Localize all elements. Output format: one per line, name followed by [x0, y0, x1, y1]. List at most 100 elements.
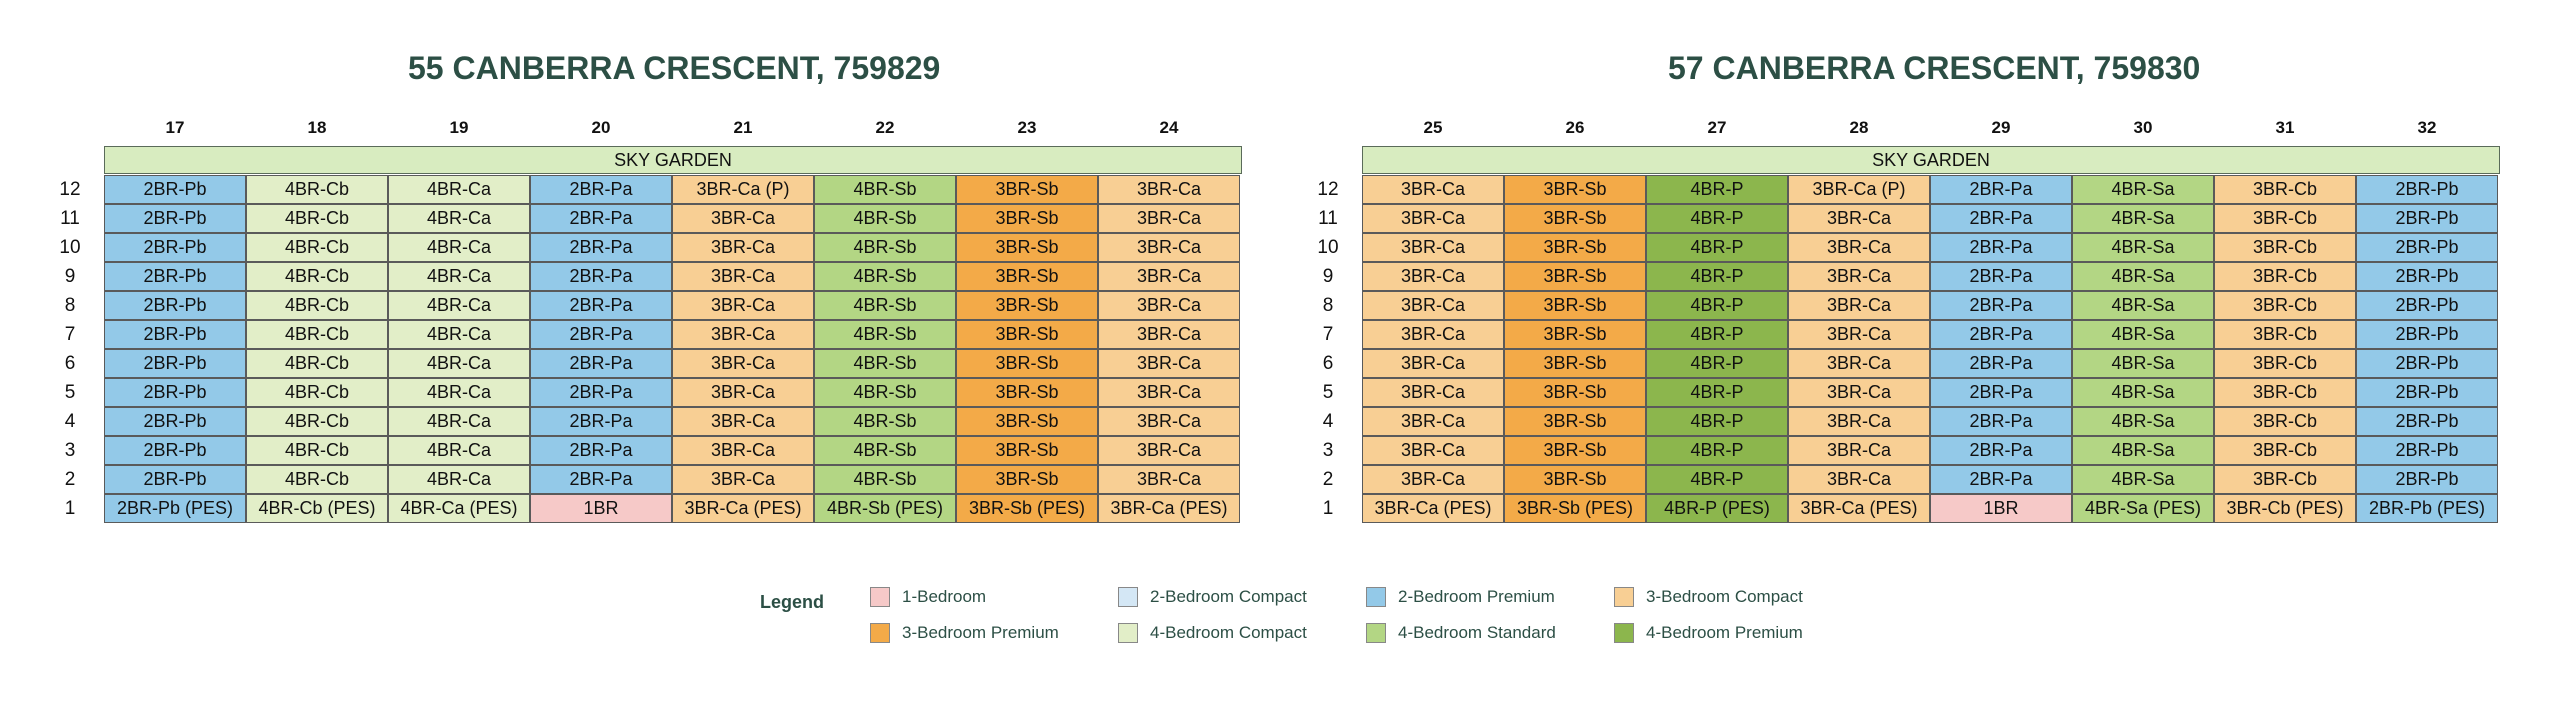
column-number: 32: [2417, 118, 2437, 137]
unit-cell: 4BR-Sa: [2072, 436, 2214, 465]
unit-cell: 2BR-Pa: [530, 262, 672, 291]
column-number: 26: [1565, 118, 1585, 137]
unit-cell: 4BR-Cb: [246, 204, 388, 233]
unit-cell: 2BR-Pa: [1930, 291, 2072, 320]
unit-cell: 2BR-Pa: [1930, 233, 2072, 262]
unit-cell: 4BR-Sa: [2072, 407, 2214, 436]
floor-label: 2: [1322, 469, 1334, 490]
unit-cell: 3BR-Ca: [1362, 291, 1504, 320]
unit-cell: 1BR: [1930, 494, 2072, 523]
sky-garden-bar: SKY GARDEN: [1362, 146, 2500, 174]
unit-cell: 3BR-Ca: [672, 349, 814, 378]
unit-cell: 2BR-Pb: [104, 407, 246, 436]
unit-cell: 3BR-Cb: [2214, 320, 2356, 349]
unit-cell: 3BR-Ca: [1098, 378, 1240, 407]
unit-cell: 3BR-Ca: [1362, 233, 1504, 262]
column-number: 22: [875, 118, 895, 137]
floor-label: 4: [64, 411, 76, 432]
unit-cell: 3BR-Sb: [956, 175, 1098, 204]
unit-cell: 2BR-Pb: [104, 320, 246, 349]
unit-cell: 4BR-P: [1646, 262, 1788, 291]
unit-cell: 4BR-Cb: [246, 378, 388, 407]
unit-cell: 4BR-Ca: [388, 349, 530, 378]
unit-cell: 3BR-Ca: [1788, 407, 1930, 436]
unit-cell: 4BR-Sb: [814, 233, 956, 262]
unit-cell: 2BR-Pb: [104, 233, 246, 262]
unit-cell: 2BR-Pa: [530, 233, 672, 262]
unit-cell: 4BR-P: [1646, 291, 1788, 320]
column-number: 31: [2275, 118, 2295, 137]
unit-cell: 2BR-Pa: [530, 436, 672, 465]
unit-cell: 3BR-Cb: [2214, 233, 2356, 262]
unit-cell: 2BR-Pb: [2356, 407, 2498, 436]
unit-cell: 3BR-Ca: [672, 291, 814, 320]
unit-cell: 4BR-Sb: [814, 291, 956, 320]
unit-cell: 2BR-Pb: [2356, 175, 2498, 204]
unit-cell: 4BR-Sb: [814, 320, 956, 349]
unit-cell: 4BR-Cb: [246, 175, 388, 204]
unit-cell: 2BR-Pa: [1930, 407, 2072, 436]
unit-cell: 3BR-Ca: [1788, 436, 1930, 465]
unit-cell: 3BR-Ca: [1362, 175, 1504, 204]
unit-cell: 2BR-Pb: [2356, 204, 2498, 233]
unit-cell: 3BR-Sb: [956, 378, 1098, 407]
column-number: 29: [1991, 118, 2011, 137]
unit-cell: 2BR-Pa: [530, 349, 672, 378]
unit-cell: 3BR-Sb (PES): [1504, 494, 1646, 523]
unit-cell: 3BR-Ca (PES): [672, 494, 814, 523]
floor-label: 5: [64, 382, 76, 403]
unit-cell: 2BR-Pa: [530, 378, 672, 407]
column-number: 19: [449, 118, 469, 137]
unit-cell: 4BR-P: [1646, 233, 1788, 262]
unit-cell: 3BR-Sb (PES): [956, 494, 1098, 523]
unit-cell: 2BR-Pb: [2356, 465, 2498, 494]
unit-cell: 1BR: [530, 494, 672, 523]
unit-cell: 2BR-Pa: [530, 175, 672, 204]
legend-swatch: [1614, 587, 1634, 607]
unit-cell: 3BR-Sb: [956, 233, 1098, 262]
column-number: 27: [1707, 118, 1727, 137]
unit-cell: 4BR-Ca: [388, 291, 530, 320]
unit-cell: 3BR-Ca: [1098, 407, 1240, 436]
sky-garden-bar: SKY GARDEN: [104, 146, 1242, 174]
column-number: 20: [591, 118, 611, 137]
unit-cell: 3BR-Sb: [1504, 233, 1646, 262]
unit-cell: 3BR-Ca: [1098, 204, 1240, 233]
unit-cell: 2BR-Pa: [1930, 175, 2072, 204]
unit-cell: 3BR-Ca: [672, 204, 814, 233]
floor-label: 3: [1322, 440, 1334, 461]
unit-cell: 3BR-Ca (PES): [1098, 494, 1240, 523]
unit-cell: 4BR-Cb: [246, 465, 388, 494]
unit-cell: 3BR-Ca (PES): [1362, 494, 1504, 523]
legend-label: 3-Bedroom Premium: [902, 623, 1059, 642]
unit-cell: 3BR-Ca: [672, 320, 814, 349]
unit-cell: 3BR-Ca: [1362, 320, 1504, 349]
floor-label: 9: [64, 266, 76, 287]
unit-cell: 4BR-Sa: [2072, 349, 2214, 378]
column-number: 23: [1017, 118, 1037, 137]
unit-cell: 3BR-Ca: [1788, 378, 1930, 407]
unit-cell: 3BR-Ca: [1362, 349, 1504, 378]
unit-cell: 4BR-Cb: [246, 233, 388, 262]
floor-label: 10: [59, 237, 81, 258]
unit-cell: 3BR-Sb: [1504, 175, 1646, 204]
unit-cell: 3BR-Ca: [1788, 320, 1930, 349]
unit-cell: 2BR-Pa: [1930, 436, 2072, 465]
unit-cell: 4BR-Sb: [814, 378, 956, 407]
legend-label: 3-Bedroom Compact: [1646, 587, 1803, 606]
unit-cell: 4BR-Sa: [2072, 465, 2214, 494]
unit-cell: 4BR-Cb: [246, 291, 388, 320]
legend-swatch: [1614, 623, 1634, 643]
unit-cell: 3BR-Sb: [956, 262, 1098, 291]
unit-cell: 2BR-Pb: [104, 349, 246, 378]
unit-cell: 3BR-Ca: [1788, 204, 1930, 233]
unit-cell: 4BR-Sb (PES): [814, 494, 956, 523]
unit-cell: 4BR-P: [1646, 378, 1788, 407]
unit-cell: 3BR-Ca: [1098, 320, 1240, 349]
unit-cell: 4BR-Cb: [246, 262, 388, 291]
unit-cell: 3BR-Cb: [2214, 175, 2356, 204]
unit-cell: 2BR-Pb: [104, 175, 246, 204]
unit-cell: 4BR-Sa: [2072, 233, 2214, 262]
unit-cell: 3BR-Sb: [1504, 262, 1646, 291]
unit-cell: 4BR-Sa: [2072, 291, 2214, 320]
